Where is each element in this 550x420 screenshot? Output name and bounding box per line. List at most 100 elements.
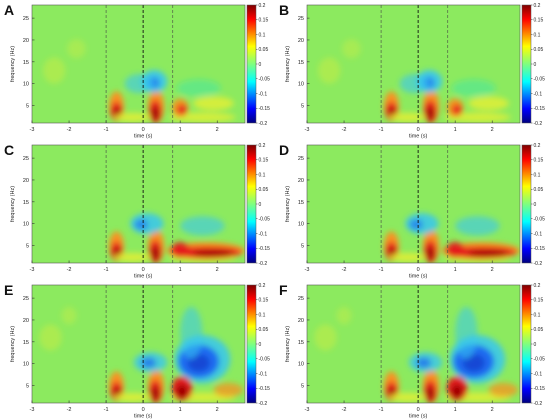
colorbar-tick-label: 0.05 <box>534 327 544 333</box>
colorbar-tick-label: 0.15 <box>259 18 269 24</box>
colorbar-tick-label: 0 <box>534 202 537 208</box>
heatmap-blobs <box>318 39 511 123</box>
colorbar-tick-label: -0.05 <box>534 217 546 223</box>
panel-letter: B <box>279 2 290 18</box>
heatmap-blob <box>177 104 187 116</box>
colorbar-tick-label: 0.1 <box>534 172 541 178</box>
axes-frame <box>306 284 521 404</box>
colorbar-tick-label: 0.2 <box>259 283 266 289</box>
heatmap-blob <box>213 382 244 397</box>
colorbar-tick-label: -0.2 <box>259 261 268 267</box>
heatmap-blob <box>314 324 337 351</box>
y-tick-label: 25 <box>23 16 29 22</box>
colorbar <box>246 284 257 404</box>
x-tick-label: -3 <box>30 267 35 273</box>
panel-letter: F <box>279 282 288 298</box>
x-tick-label: 0 <box>417 127 420 133</box>
x-tick-label: 0 <box>142 267 145 273</box>
heatmap-blob <box>388 112 426 122</box>
heatmap-blob <box>113 112 151 122</box>
colorbar-tick-label: 0.15 <box>259 298 269 304</box>
heatmap-blob <box>416 357 432 369</box>
y-axis-label: frequency (Hz) <box>285 326 291 362</box>
panel-letter: C <box>4 142 15 158</box>
colorbar-tick-label: 0 <box>534 62 537 68</box>
y-tick-label: 5 <box>301 104 304 110</box>
heatmap-blob <box>180 306 203 360</box>
heatmap-blob <box>468 96 509 111</box>
y-tick-label: 10 <box>23 222 29 228</box>
y-axis-label: frequency (Hz) <box>10 186 16 222</box>
heatmap-blob <box>455 216 500 236</box>
x-tick-label: 2 <box>491 407 494 413</box>
x-tick-label: 2 <box>216 267 219 273</box>
y-tick-label: 15 <box>298 200 304 206</box>
colorbar-tick-label: -0.1 <box>259 231 268 237</box>
colorbar-tick-label: 0.2 <box>534 3 541 9</box>
spectrogram-plot: -3 -2 -1 0 1 2 25 20 15 10 5 time (s) frequency (Hz)… <box>10 3 271 140</box>
heatmap-blob <box>124 74 155 94</box>
panel-letter: A <box>4 2 15 18</box>
colorbar-tick-label: 0 <box>534 342 537 348</box>
heatmap-blobs <box>384 213 520 263</box>
colorbar-tick-label: -0.15 <box>534 246 546 252</box>
colorbar-tick-label: -0.1 <box>259 91 268 97</box>
heatmap-blob <box>336 306 352 325</box>
x-tick-label: 2 <box>216 407 219 413</box>
colorbar-tick-label: -0.2 <box>534 401 543 407</box>
colorbar-tick-label: 0 <box>259 62 262 68</box>
colorbar-tick-label: -0.15 <box>534 106 546 112</box>
x-tick-label: 2 <box>491 127 494 133</box>
y-tick-label: 15 <box>298 340 304 346</box>
x-tick-label: -1 <box>104 127 109 133</box>
colorbar-tick-label: -0.2 <box>534 121 543 127</box>
heatmap-blob <box>176 79 221 97</box>
x-tick-label: -3 <box>30 127 35 133</box>
panel-a: -3 -2 -1 0 1 2 25 20 15 10 5 time (s) frequency (Hz)… <box>0 0 275 140</box>
spectrogram-plot: -3 -2 -1 0 1 2 25 20 15 10 5 time (s) frequency (Hz)… <box>285 283 546 420</box>
heatmap-blob <box>409 219 423 230</box>
colorbar-tick-label: -0.05 <box>259 217 271 223</box>
y-axis-label: frequency (Hz) <box>285 46 291 82</box>
colorbar-tick-label: -0.2 <box>259 401 268 407</box>
y-tick-label: 25 <box>298 296 304 302</box>
axes-frame <box>31 144 246 264</box>
colorbar-tick-label: -0.05 <box>259 357 271 363</box>
x-tick-label: -2 <box>67 267 72 273</box>
colorbar-tick-label: 0.1 <box>534 312 541 318</box>
colorbar-tick-label: -0.2 <box>259 121 268 127</box>
colorbar-tick-label: -0.1 <box>534 231 543 237</box>
heatmap-blob <box>193 96 234 111</box>
colorbar-tick-label: 0.05 <box>259 47 269 53</box>
heatmap-blobs <box>39 306 244 403</box>
spectrogram-plot: -3 -2 -1 0 1 2 25 20 15 10 5 time (s) frequency (Hz)… <box>285 3 546 140</box>
colorbar-tick-label: -0.15 <box>534 386 546 392</box>
y-tick-label: 20 <box>23 178 29 184</box>
colorbar <box>246 4 257 124</box>
heatmap-blob <box>488 382 519 397</box>
x-tick-label: 0 <box>142 127 145 133</box>
y-axis-label: frequency (Hz) <box>10 326 16 362</box>
heatmap-blob <box>451 79 496 97</box>
colorbar-tick-label: 0.15 <box>534 18 544 24</box>
y-tick-label: 10 <box>23 82 29 88</box>
heatmap-blob <box>134 219 148 230</box>
colorbar-tick-label: -0.1 <box>534 91 543 97</box>
x-tick-label: -2 <box>342 127 347 133</box>
heatmap-blob <box>113 392 151 402</box>
panel-f: -3 -2 -1 0 1 2 25 20 15 10 5 time (s) frequency (Hz)… <box>275 280 550 420</box>
x-tick-label: 1 <box>179 127 182 133</box>
panel-letter: D <box>279 142 290 158</box>
y-tick-label: 20 <box>298 178 304 184</box>
colorbar-tick-label: -0.2 <box>534 261 543 267</box>
heatmap-blob <box>426 246 435 260</box>
colorbar-tick-label: -0.15 <box>259 106 271 112</box>
x-tick-label: -3 <box>30 407 35 413</box>
heatmap-blob <box>318 57 341 84</box>
x-tick-label: 1 <box>179 267 182 273</box>
heatmap-blob <box>176 384 188 399</box>
x-tick-label: -3 <box>305 267 310 273</box>
x-tick-label: 1 <box>454 407 457 413</box>
y-tick-label: 20 <box>23 38 29 44</box>
colorbar-tick-label: 0.1 <box>259 172 266 178</box>
